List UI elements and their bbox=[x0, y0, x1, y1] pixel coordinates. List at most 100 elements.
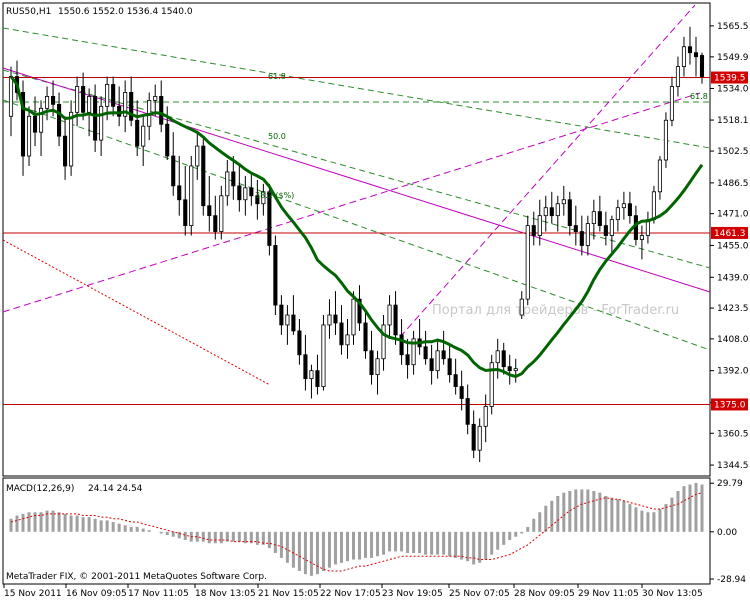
candle-body bbox=[189, 165, 194, 226]
candle-body bbox=[471, 423, 476, 451]
candle-body bbox=[603, 225, 608, 236]
macd-tick-label: 0.00 bbox=[717, 528, 737, 538]
candle-body bbox=[81, 86, 86, 113]
price-label-text: 1375.0 bbox=[714, 400, 746, 410]
candle-body bbox=[489, 362, 494, 407]
candle-body bbox=[183, 199, 188, 226]
candle-body bbox=[579, 231, 584, 246]
candle-body bbox=[20, 92, 26, 157]
time-tick-label: 28 Nov 09:05 bbox=[514, 589, 575, 599]
trend-line bbox=[399, 4, 696, 338]
candle-body bbox=[339, 322, 344, 346]
candle-body bbox=[38, 107, 44, 133]
candle-body bbox=[423, 346, 428, 360]
candle-body bbox=[135, 119, 140, 147]
watermark-text: Портал для трейдеров - ForTrader.ru bbox=[432, 303, 679, 318]
price-tick-label: 1471.0 bbox=[717, 210, 749, 220]
candle-body bbox=[639, 235, 644, 240]
candle-body bbox=[8, 76, 14, 117]
candle-body bbox=[105, 84, 110, 107]
chart-title: RUS50,H1 bbox=[6, 7, 51, 17]
candle-body bbox=[477, 425, 482, 451]
price-tick-label: 1534.0 bbox=[717, 84, 749, 94]
candle-body bbox=[261, 191, 266, 205]
candle-body bbox=[213, 215, 218, 232]
macd-values: 24.14 24.54 bbox=[88, 484, 143, 494]
candle-body bbox=[69, 111, 74, 167]
candle-body bbox=[687, 46, 693, 54]
time-axis: 15 Nov 2011 16 Nov 09:05 17 Nov 11:05 18 No… bbox=[3, 584, 703, 599]
candle-body bbox=[525, 225, 530, 300]
candle-body bbox=[255, 195, 260, 205]
candle-body bbox=[435, 350, 440, 372]
trend-line bbox=[2, 239, 271, 386]
candle-body bbox=[465, 398, 470, 425]
time-tick-label: 15 Nov 2011 bbox=[4, 589, 62, 599]
candle-body bbox=[381, 324, 386, 360]
price-tick-label: 1518.1 bbox=[717, 116, 749, 126]
time-tick-label: 23 Nov 19:05 bbox=[382, 589, 443, 599]
candle-body bbox=[363, 322, 368, 352]
candle-body bbox=[621, 203, 626, 209]
price-tick-label: 1392.0 bbox=[717, 367, 749, 377]
candle-body bbox=[111, 84, 116, 107]
macd-histogram bbox=[9, 482, 704, 576]
candle-body bbox=[543, 207, 548, 217]
main-chart-frame bbox=[2, 2, 711, 477]
candle-body bbox=[693, 52, 699, 58]
price-label-badge bbox=[711, 226, 748, 239]
candle-body bbox=[573, 225, 578, 232]
macd-axis: 29.79 0.00 -28.94 bbox=[710, 479, 746, 585]
candle-body bbox=[225, 171, 230, 197]
fibo-label-61-8-right: 61.8 bbox=[690, 92, 708, 101]
candle-body bbox=[627, 203, 632, 217]
candle-body bbox=[309, 370, 314, 380]
fibo-label-38-2: 38.2 ($%) bbox=[255, 191, 294, 200]
time-tick-label: 22 Nov 17:05 bbox=[320, 589, 381, 599]
candle-body bbox=[32, 115, 38, 133]
price-tick-label: 1408.0 bbox=[717, 335, 749, 345]
candle-body bbox=[597, 211, 602, 226]
candle-body bbox=[153, 96, 158, 101]
candle-body bbox=[51, 96, 56, 105]
candle-body bbox=[87, 96, 92, 113]
candle-body bbox=[345, 334, 350, 346]
price-labels: 1539.5 1461.3 1375.0 bbox=[711, 71, 748, 411]
candle-body bbox=[549, 207, 554, 217]
candle-body bbox=[351, 298, 356, 336]
candle-body bbox=[333, 314, 338, 324]
time-tick-label: 18 Nov 13:05 bbox=[195, 589, 256, 599]
candle-body bbox=[45, 96, 50, 109]
fibo-labels: 61.8 50.0 38.2 ($%) 61.8 bbox=[255, 72, 708, 200]
candle-body bbox=[327, 314, 332, 326]
price-tick-label: 1455.0 bbox=[717, 241, 749, 251]
candle-body bbox=[285, 314, 290, 326]
price-tick-label: 1423.5 bbox=[717, 304, 749, 314]
candle-body bbox=[237, 185, 242, 201]
candle-body bbox=[291, 314, 296, 332]
time-tick-label: 25 Nov 07:05 bbox=[449, 589, 510, 599]
fibo-label-61-8: 61.8 bbox=[268, 72, 286, 81]
candle-body bbox=[249, 187, 254, 197]
candle-body bbox=[537, 215, 542, 236]
candle-body bbox=[519, 298, 524, 316]
candle-body bbox=[219, 195, 224, 232]
price-tick-label: 1439.0 bbox=[717, 273, 749, 283]
candle-body bbox=[273, 245, 278, 306]
candle-body bbox=[231, 171, 236, 187]
price-label-text: 1539.5 bbox=[714, 74, 746, 84]
macd-frame bbox=[2, 477, 711, 585]
candle-body bbox=[657, 159, 662, 193]
candle-body bbox=[585, 223, 590, 246]
time-tick-label: 29 Nov 11:05 bbox=[578, 589, 639, 599]
candle-body bbox=[651, 191, 656, 221]
candle-body bbox=[591, 211, 596, 225]
time-tick-label: 17 Nov 11:05 bbox=[128, 589, 189, 599]
candle-body bbox=[495, 350, 500, 364]
horizontal-levels bbox=[3, 77, 710, 405]
macd-tick-label: -28.94 bbox=[717, 575, 746, 585]
candle-body bbox=[441, 350, 446, 360]
candle-body bbox=[93, 96, 98, 141]
trend-line bbox=[2, 69, 711, 269]
candle-body bbox=[243, 187, 248, 201]
